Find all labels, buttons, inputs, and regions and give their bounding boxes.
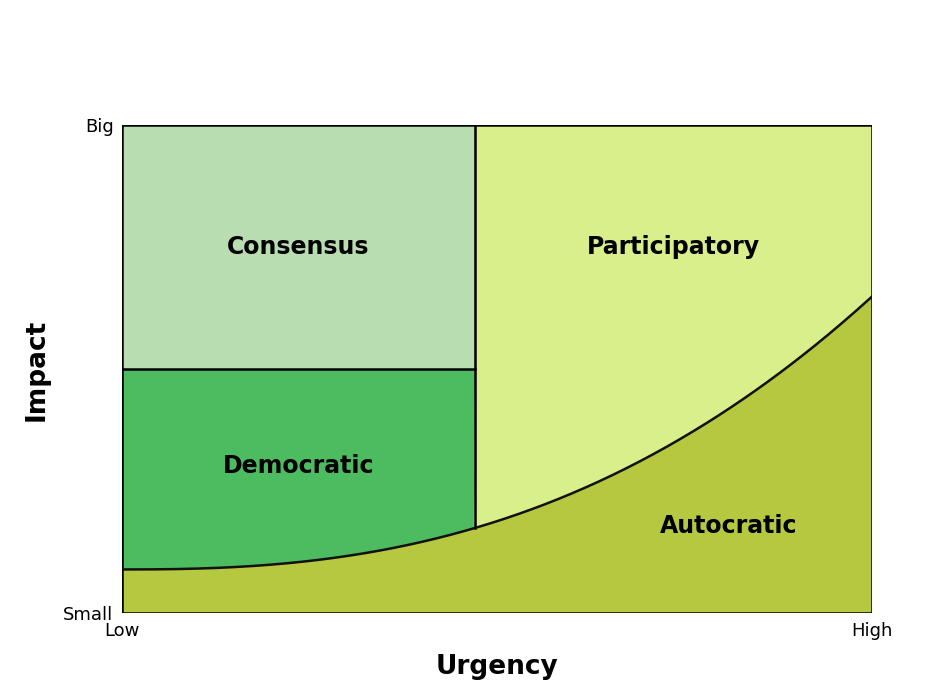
Text: Autocratic: Autocratic [660, 514, 797, 537]
Polygon shape [122, 369, 475, 569]
Text: Consensus: Consensus [227, 236, 370, 259]
Text: Participatory: Participatory [587, 236, 760, 259]
Polygon shape [122, 125, 872, 569]
Polygon shape [122, 125, 475, 369]
X-axis label: Urgency: Urgency [436, 654, 558, 680]
Polygon shape [122, 296, 872, 613]
Text: Democratic: Democratic [222, 454, 374, 477]
Y-axis label: Impact: Impact [23, 319, 50, 420]
